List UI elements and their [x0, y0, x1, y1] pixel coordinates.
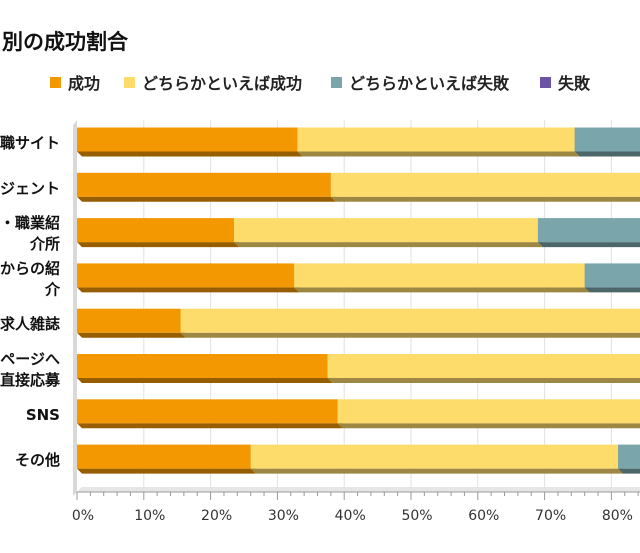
- bar-segment: [584, 263, 640, 288]
- bar-segment: [77, 218, 234, 243]
- bar-segment: [297, 127, 575, 152]
- legend-label: どちらかといえば失敗: [349, 74, 510, 93]
- category-label-line: 介所: [29, 235, 60, 253]
- bar-segment-bottom: [77, 468, 256, 474]
- legend-swatch: [540, 77, 551, 88]
- bar-segment: [294, 263, 585, 288]
- tick-label: 0%: [72, 508, 94, 524]
- category-label-line: 職サイト: [0, 134, 60, 152]
- bar-segment: [77, 399, 338, 424]
- legend-swatch: [50, 77, 61, 88]
- bar-segment: [77, 172, 331, 197]
- category-label: ・職業紹介所: [0, 214, 60, 253]
- bar-segment-bottom: [330, 196, 640, 202]
- tick-label: 60%: [468, 508, 499, 524]
- category-label: からの紹介: [0, 259, 61, 298]
- tick-label: 40%: [335, 508, 366, 524]
- category-label: その他: [15, 451, 60, 469]
- legend-swatch: [124, 77, 135, 88]
- category-label-line: -ジェント: [0, 179, 60, 197]
- bar-segment-bottom: [77, 242, 239, 248]
- tick-label: 50%: [401, 508, 432, 524]
- bar-segment: [77, 308, 181, 333]
- bar-segment-bottom: [250, 468, 624, 474]
- tick-label: 80%: [602, 508, 633, 524]
- bar-segment-bottom: [77, 151, 303, 157]
- bar-segment-bottom: [297, 151, 580, 157]
- bar-segment: [330, 172, 640, 197]
- bar-segment: [537, 218, 640, 243]
- tick-label: 20%: [201, 508, 232, 524]
- bar-segment-bottom: [618, 468, 640, 474]
- category-label: ページへ直接応募: [0, 350, 61, 389]
- legend-label: どちらかといえば成功: [142, 74, 302, 93]
- category-label-line: 介: [44, 280, 61, 298]
- category-label: SNS: [26, 406, 60, 424]
- side-wall: [73, 120, 77, 496]
- category-label: 職サイト: [0, 134, 60, 152]
- bar-segment: [233, 218, 538, 243]
- bar-segment-bottom: [77, 378, 333, 383]
- bar-segment: [77, 444, 251, 469]
- tick-label: 70%: [535, 508, 566, 524]
- bar-segment-bottom: [537, 242, 640, 248]
- bar-segment-bottom: [180, 332, 640, 338]
- bar-segment: [250, 444, 619, 469]
- bar-segment: [77, 127, 298, 152]
- bar-segment-bottom: [77, 332, 186, 338]
- bar-segment-bottom: [77, 196, 336, 202]
- tick-label: 30%: [268, 508, 299, 524]
- category-label-line: SNS: [26, 406, 60, 424]
- legend-swatch: [331, 77, 342, 88]
- bar-segment-bottom: [233, 242, 543, 248]
- category-label-line: からの紹: [0, 259, 60, 277]
- category-label-line: その他: [15, 451, 60, 469]
- category-label-line: 直接応募: [0, 371, 61, 389]
- category-label-line: ・職業紹: [0, 214, 60, 232]
- bar-segment-bottom: [337, 423, 640, 429]
- chart-title: 別の成功割合: [2, 30, 129, 54]
- category-label-line: 求人雑誌: [0, 315, 60, 333]
- bar-segment: [327, 354, 640, 378]
- tick-label: 10%: [134, 508, 165, 524]
- category-label-line: ページへ: [0, 350, 60, 368]
- bar-segment-bottom: [574, 151, 640, 157]
- bar-segment-bottom: [77, 423, 343, 429]
- bar-segment: [77, 354, 328, 378]
- bar-segment: [180, 308, 640, 333]
- legend: 成功 どちらかといえば成功 どちらかといえば失敗 失敗: [50, 74, 591, 93]
- bar-segment-bottom: [584, 287, 640, 293]
- category-label: -ジェント: [0, 179, 60, 197]
- bar-segment-bottom: [327, 378, 640, 383]
- bar-segment: [77, 263, 295, 288]
- bar-segment: [574, 127, 640, 152]
- bar-segment-bottom: [77, 287, 300, 293]
- floor: [77, 487, 640, 492]
- legend-label: 失敗: [558, 74, 591, 93]
- legend-label: 成功: [68, 74, 100, 93]
- category-label: 求人雑誌: [0, 315, 60, 333]
- bar-segment-bottom: [294, 287, 590, 293]
- bar-segment: [337, 399, 640, 424]
- bar-segment: [618, 444, 640, 469]
